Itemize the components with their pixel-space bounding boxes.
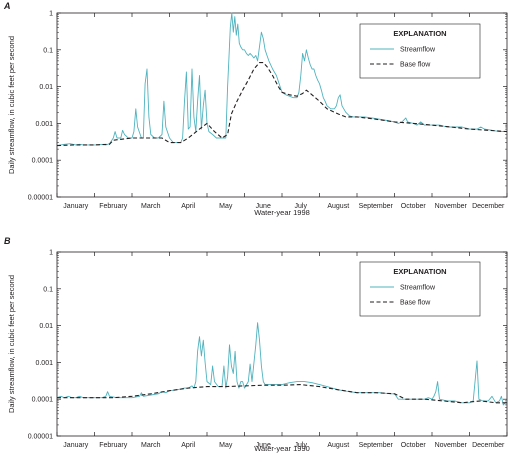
legend-item-label: Streamflow: [400, 285, 436, 292]
legend-item-label: Streamflow: [400, 47, 436, 54]
x-tick-label: April: [181, 442, 195, 449]
y-tick-label: 0.1: [43, 286, 53, 293]
panel-water-year-1990: B 1 0.1 0.01 0.001 0.0001 0.00001 January Februa…: [4, 236, 508, 453]
y-tick-label: 0.00001: [28, 434, 53, 441]
x-tick-label: May: [219, 442, 233, 449]
x-tick-label: December: [472, 442, 505, 449]
y-tick-label: 1: [49, 11, 53, 18]
x-tick-label: October: [401, 442, 427, 449]
x-axis-title: Water-year 1998: [254, 208, 310, 217]
y-tick-label: 0.0001: [32, 397, 54, 404]
y-tick-label: 1: [49, 250, 53, 257]
series-line-streamflow: [56, 12, 507, 147]
x-axis-title: Water-year 1990: [254, 444, 310, 453]
legend-item-label: Base flow: [400, 300, 431, 307]
panel-letter: A: [3, 1, 11, 11]
series-line-streamflow: [56, 322, 508, 406]
y-tick-label: 0.1: [43, 47, 53, 54]
x-tick-label: June: [256, 203, 271, 210]
legend-title: EXPLANATION: [393, 29, 446, 38]
y-axis-title: Daily streamflow, in cubic feet per seco…: [7, 275, 16, 413]
x-tick-label: November: [435, 203, 468, 210]
x-tick-label: May: [219, 203, 233, 210]
x-tick-label: November: [435, 442, 468, 449]
y-tick-label: 0.01: [39, 323, 53, 330]
x-tick-label: April: [181, 203, 195, 210]
x-tick-label: June: [256, 442, 271, 449]
x-tick-label: July: [295, 442, 308, 449]
y-axis-title: Daily streamflow, in cubic feet per seco…: [7, 36, 16, 174]
legend-box: [359, 261, 481, 317]
y-tick-label: 0.0001: [32, 158, 54, 165]
y-tick-label: 0.001: [35, 121, 53, 128]
series-line-base-flow: [57, 384, 507, 404]
x-tick-label: September: [359, 442, 394, 449]
legend-item-label: Base flow: [400, 62, 431, 69]
x-tick-label: August: [327, 203, 349, 210]
legend-box: [359, 23, 481, 79]
y-tick-label: 0.01: [39, 84, 53, 91]
x-tick-label: March: [141, 203, 161, 210]
x-tick-label: January: [63, 203, 88, 210]
legend-title: EXPLANATION: [393, 267, 446, 276]
series-line-base-flow: [56, 62, 508, 147]
x-tick-label: January: [63, 442, 88, 449]
x-tick-label: July: [295, 203, 308, 210]
y-tick-label: 0.001: [35, 360, 53, 367]
y-tick-label: 0.00001: [28, 195, 53, 202]
panel-letter: B: [4, 236, 11, 246]
x-tick-label: September: [359, 203, 394, 210]
x-tick-label: December: [472, 203, 505, 210]
x-tick-label: February: [99, 442, 128, 449]
x-tick-label: February: [99, 203, 128, 210]
x-tick-label: October: [401, 203, 427, 210]
panel-water-year-1998: A 1 0.1 0.01 0.001 0.0001 0.00001 January Februa…: [3, 1, 508, 217]
x-tick-label: March: [141, 442, 161, 449]
x-tick-label: August: [327, 442, 349, 449]
